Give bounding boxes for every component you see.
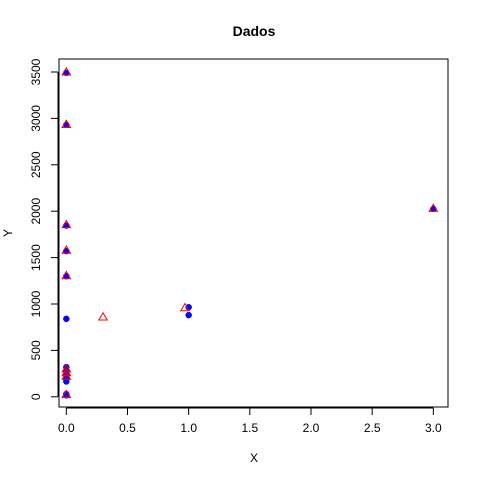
data-point-triangle xyxy=(61,66,72,76)
x-tick-label: 1.0 xyxy=(180,421,197,435)
y-tick-label: 3000 xyxy=(29,105,43,132)
x-tick-label: 3.0 xyxy=(425,421,442,435)
data-point-triangle xyxy=(61,367,72,377)
data-point-triangle xyxy=(97,311,109,321)
data-point-triangle xyxy=(179,302,191,312)
x-axis: 0.0 0.5 1.0 1.5 2.0 2.5 3.0 xyxy=(58,407,442,435)
x-tick-label: 2.0 xyxy=(303,421,320,435)
data-point-triangle xyxy=(61,244,72,254)
y-tick-label: 2500 xyxy=(29,151,43,178)
x-axis-label: X xyxy=(250,451,258,465)
data-points xyxy=(61,66,439,399)
y-axis-label: Y xyxy=(1,229,15,237)
y-axis: 0 500 1000 1500 2000 2500 3000 3500 xyxy=(29,58,59,400)
x-tick-label: 1.5 xyxy=(241,421,258,435)
y-tick-label: 0 xyxy=(29,393,43,400)
data-point-triangle xyxy=(61,389,72,398)
data-point-circle xyxy=(63,378,70,385)
data-point-circle xyxy=(185,311,192,319)
y-tick-label: 2000 xyxy=(29,198,43,225)
chart-title: Dados xyxy=(233,23,276,39)
series-1 xyxy=(61,66,439,398)
data-point-triangle xyxy=(428,203,439,212)
y-tick-label: 1500 xyxy=(29,244,43,271)
y-tick-label: 1000 xyxy=(29,290,43,317)
plot-frame xyxy=(58,58,449,408)
x-tick-label: 0.0 xyxy=(58,421,75,435)
x-tick-label: 0.5 xyxy=(119,421,136,435)
data-point-triangle xyxy=(61,270,72,280)
data-point-triangle xyxy=(61,119,72,128)
data-point-triangle xyxy=(61,219,72,229)
data-point-triangle xyxy=(61,371,72,380)
data-point-circle xyxy=(63,315,70,323)
x-tick-label: 2.5 xyxy=(364,421,381,435)
y-tick-label: 500 xyxy=(29,340,43,360)
y-tick-label: 3500 xyxy=(29,58,43,85)
